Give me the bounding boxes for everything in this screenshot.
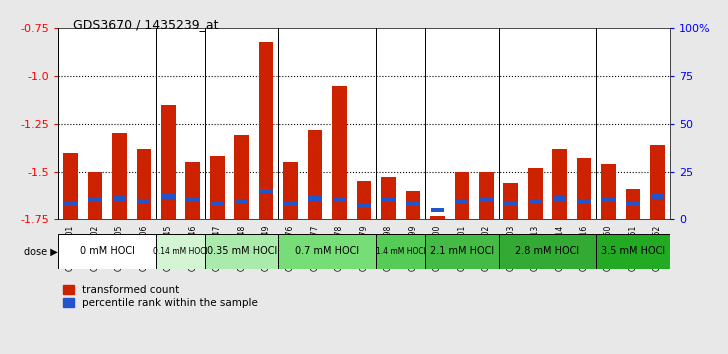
- Bar: [455, 200, 468, 204]
- Bar: [454, 172, 469, 219]
- Bar: [64, 202, 77, 206]
- Bar: [626, 189, 641, 219]
- Bar: [382, 198, 395, 202]
- Bar: [88, 198, 101, 202]
- Bar: [602, 198, 615, 202]
- Text: 1.4 mM HOCl: 1.4 mM HOCl: [376, 247, 426, 256]
- Bar: [332, 86, 347, 219]
- Bar: [161, 105, 175, 219]
- Bar: [577, 200, 590, 204]
- Text: 0 mM HOCl: 0 mM HOCl: [80, 246, 135, 256]
- Bar: [505, 202, 518, 206]
- Bar: [284, 202, 297, 206]
- Bar: [480, 198, 493, 202]
- Bar: [308, 130, 323, 219]
- Bar: [405, 191, 420, 219]
- Bar: [431, 208, 444, 212]
- Bar: [137, 149, 151, 219]
- Bar: [528, 168, 542, 219]
- Text: 2.1 mM HOCl: 2.1 mM HOCl: [430, 246, 494, 256]
- Bar: [58, 234, 156, 269]
- Bar: [529, 200, 542, 204]
- Bar: [553, 149, 567, 219]
- Bar: [113, 196, 126, 201]
- Bar: [186, 162, 200, 219]
- Bar: [627, 202, 640, 206]
- Bar: [138, 200, 151, 204]
- Bar: [596, 234, 670, 269]
- Bar: [235, 200, 248, 204]
- Bar: [283, 162, 298, 219]
- Bar: [162, 194, 175, 199]
- Bar: [210, 202, 223, 206]
- Bar: [406, 202, 419, 206]
- Bar: [651, 194, 664, 199]
- Bar: [333, 198, 346, 202]
- Bar: [210, 156, 224, 219]
- Text: 0.14 mM HOCl: 0.14 mM HOCl: [153, 247, 208, 256]
- Text: 0.7 mM HOCl: 0.7 mM HOCl: [296, 246, 360, 256]
- Bar: [479, 172, 494, 219]
- Bar: [499, 234, 596, 269]
- Bar: [234, 135, 249, 219]
- Bar: [259, 42, 274, 219]
- Bar: [357, 204, 371, 208]
- Bar: [260, 189, 273, 193]
- Bar: [601, 164, 616, 219]
- Bar: [425, 234, 499, 269]
- Text: 0.35 mM HOCl: 0.35 mM HOCl: [207, 246, 277, 256]
- Bar: [504, 183, 518, 219]
- Bar: [309, 196, 322, 201]
- Bar: [186, 198, 199, 202]
- Bar: [278, 234, 376, 269]
- Bar: [63, 153, 78, 219]
- Bar: [430, 216, 445, 219]
- Text: 3.5 mM HOCl: 3.5 mM HOCl: [601, 246, 665, 256]
- Bar: [357, 181, 371, 219]
- Bar: [156, 234, 205, 269]
- Legend: transformed count, percentile rank within the sample: transformed count, percentile rank withi…: [63, 285, 258, 308]
- Bar: [376, 234, 425, 269]
- Bar: [205, 234, 278, 269]
- Bar: [577, 158, 591, 219]
- Bar: [381, 177, 396, 219]
- Bar: [650, 145, 665, 219]
- Text: dose ▶: dose ▶: [25, 246, 58, 256]
- Bar: [553, 196, 566, 201]
- Text: GDS3670 / 1435239_at: GDS3670 / 1435239_at: [73, 18, 218, 31]
- Bar: [112, 133, 127, 219]
- Text: 2.8 mM HOCl: 2.8 mM HOCl: [515, 246, 579, 256]
- Bar: [87, 172, 102, 219]
